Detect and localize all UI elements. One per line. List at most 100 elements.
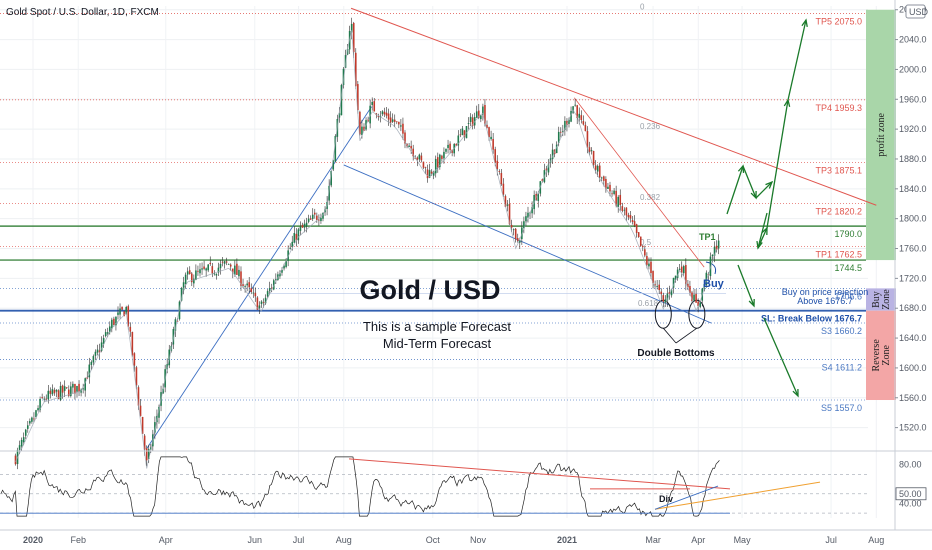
- candle-body: [596, 165, 599, 172]
- fib-label: 0.5: [640, 238, 652, 247]
- candle-body: [264, 297, 267, 304]
- zone-label: Buy Zone: [871, 289, 892, 310]
- candle-body: [242, 284, 244, 286]
- currency-badge[interactable]: USD: [905, 4, 929, 19]
- zone-band: [866, 310, 896, 401]
- candle-body: [209, 262, 212, 265]
- candle-body: [281, 269, 283, 273]
- candle-body: [506, 204, 509, 206]
- time-tick-label: Apr: [691, 535, 705, 545]
- candle-body: [357, 84, 359, 111]
- candle-body: [605, 178, 607, 189]
- candle-body: [389, 117, 392, 123]
- candle-body: [195, 270, 197, 280]
- candle-body: [184, 274, 187, 284]
- candle-body: [424, 166, 427, 168]
- candle-body: [338, 113, 341, 118]
- forecast-arrow-down-3: [737, 264, 755, 307]
- candle-body: [395, 121, 398, 123]
- candle-body: [418, 154, 421, 160]
- resistance-trendline-short: [573, 97, 705, 268]
- candle-body: [623, 209, 626, 211]
- candle-body: [482, 106, 484, 115]
- candle-body: [588, 147, 591, 152]
- candle-body: [37, 408, 39, 411]
- candle-body: [434, 159, 437, 174]
- candle-body: [644, 249, 646, 256]
- candle-body: [617, 196, 619, 207]
- candle-body: [443, 151, 445, 159]
- candle-body: [428, 170, 431, 178]
- candle-body: [199, 269, 201, 274]
- candle-body: [463, 130, 466, 137]
- candle-body: [436, 157, 439, 168]
- candle-body: [557, 131, 560, 143]
- support-trendline: [146, 106, 372, 449]
- price-tick-label: 1920.0: [899, 124, 927, 134]
- candle-body: [98, 350, 101, 353]
- candle-body: [18, 445, 21, 450]
- price-tick-label: 1760.0: [899, 244, 927, 254]
- level-label: TP5 2075.0: [815, 16, 862, 26]
- candle-body: [699, 302, 701, 307]
- buy-pointer: [705, 261, 717, 275]
- candle-body: [316, 215, 318, 220]
- candle-body: [516, 238, 519, 241]
- candle-body: [227, 263, 230, 265]
- resistance-trendline: [350, 7, 877, 206]
- fib-label: 0.236: [640, 122, 661, 131]
- candle-body: [695, 293, 697, 303]
- oscillator-trend-blue: [654, 485, 719, 510]
- price-tick-label: 1640.0: [899, 333, 927, 343]
- candle-body: [334, 135, 337, 162]
- candle-body: [262, 302, 265, 303]
- candle-body: [115, 316, 117, 326]
- candle-body: [697, 301, 699, 307]
- candle-body: [39, 398, 41, 411]
- candle-body: [412, 148, 414, 157]
- candle-body: [559, 131, 562, 133]
- candle-body: [67, 389, 70, 396]
- candle-body: [685, 265, 687, 284]
- level-label: S5 1557.0: [821, 403, 862, 413]
- price-tick-label: 1840.0: [899, 184, 927, 194]
- forecast-arrow-down-2: [757, 212, 768, 249]
- candle-body: [508, 203, 511, 225]
- fib-label: 0: [640, 3, 645, 12]
- candle-body: [84, 378, 86, 391]
- candle-body: [82, 388, 84, 390]
- candle-body: [283, 265, 285, 269]
- level-label: 1790.0: [834, 229, 862, 239]
- candle-body: [186, 271, 189, 275]
- candle-body: [646, 256, 648, 265]
- candlestick-series: [14, 17, 720, 470]
- candle-body: [404, 132, 406, 144]
- candle-body: [190, 273, 193, 283]
- candle-body: [268, 288, 271, 291]
- buy-label: Buy: [703, 278, 725, 290]
- oscillator-panel: [0, 450, 932, 517]
- candle-body: [217, 267, 220, 273]
- candle-body: [340, 84, 343, 116]
- candle-body: [254, 292, 257, 297]
- candle-body: [270, 287, 273, 289]
- candle-body: [238, 269, 240, 277]
- candle-body: [711, 254, 714, 257]
- candle-body: [682, 266, 685, 274]
- candle-body: [147, 449, 150, 459]
- moving-average-line: [15, 30, 717, 469]
- candle-body: [236, 263, 238, 275]
- candle-body: [393, 119, 396, 122]
- forecast-arrow-down-4-head: [792, 388, 799, 398]
- candle-body: [607, 186, 609, 189]
- candle-body: [611, 193, 613, 195]
- candle-body: [658, 284, 660, 291]
- zone-band: [866, 288, 896, 311]
- candle-body: [303, 223, 306, 228]
- forecast-arrow-down-1: [742, 165, 757, 199]
- candle-body: [637, 232, 640, 237]
- time-tick-label: 2021: [557, 535, 577, 545]
- candle-body: [113, 318, 115, 325]
- candle-body: [51, 389, 54, 395]
- price-tick-label: 1560.0: [899, 393, 927, 403]
